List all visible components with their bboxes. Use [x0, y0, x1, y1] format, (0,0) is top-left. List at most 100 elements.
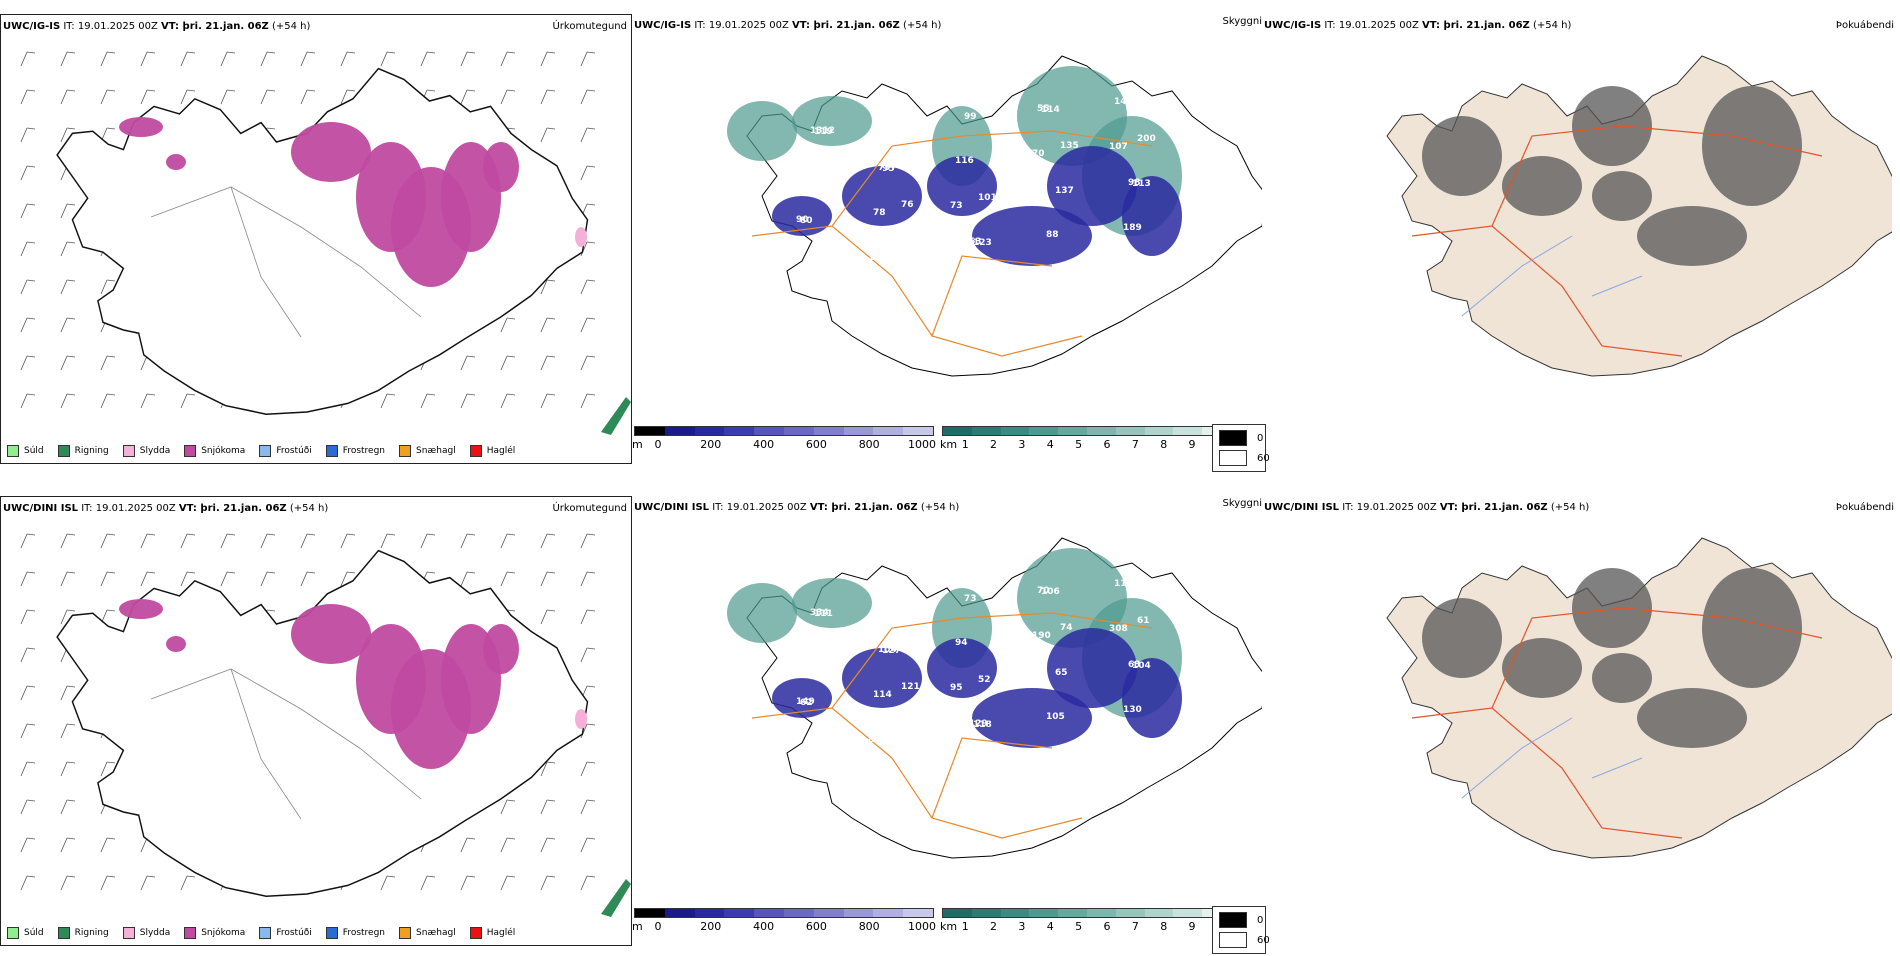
- wind-barb: [340, 533, 356, 549]
- snowfall-area: [119, 117, 163, 137]
- colorbar-bin: [813, 909, 844, 917]
- wind-barb: [260, 533, 276, 549]
- colorbar-tick-label: 4: [1046, 920, 1054, 933]
- ceiling-value-label: 327: [891, 120, 910, 130]
- colorbar-bin: [694, 909, 725, 917]
- colorbar-tick-label: 7: [1131, 438, 1139, 451]
- wind-barb: [60, 609, 76, 625]
- legend-label: Frostregn: [342, 928, 386, 938]
- wind-barb: [380, 51, 396, 67]
- ceiling-value-label: 104: [1132, 661, 1151, 671]
- fog-legend-swatch: [1219, 912, 1247, 928]
- wind-barb: [500, 355, 516, 371]
- wind-barb: [180, 51, 196, 67]
- road-lines: [751, 130, 1153, 357]
- wind-barb: [100, 89, 116, 105]
- wind-barb: [60, 393, 76, 409]
- legend-label: Snæhagl: [416, 446, 456, 456]
- panel-title-fog: Þokuábendi: [1835, 20, 1894, 31]
- ceiling-value-label: 99: [964, 112, 977, 122]
- wind-barb: [540, 127, 556, 143]
- ceiling-value-label: 90: [796, 215, 809, 225]
- precip-type-panel: UWC/DINI ISL IT: 19.01.2025 00Z VT: þri.…: [0, 496, 632, 946]
- ceiling-colorbar: 0 200 400 600 800 1000 m: [632, 426, 936, 451]
- wind-barb: [140, 393, 156, 409]
- wind-barb: [540, 533, 556, 549]
- wind-barb: [340, 89, 356, 105]
- model-name: UWC/DINI ISL: [3, 503, 79, 514]
- colorbar-bin: [1173, 909, 1203, 917]
- legend-item: Snæhagl: [399, 445, 456, 457]
- legend-swatch: [259, 445, 272, 457]
- colorbar-tick-label: 7: [1131, 920, 1139, 933]
- ceiling-value-label: 105: [1046, 712, 1065, 722]
- wind-barb: [20, 51, 36, 67]
- low-ceiling-area: [772, 678, 832, 718]
- wind-barb: [140, 533, 156, 549]
- legend-label: Frostúði: [276, 446, 312, 456]
- wind-barb: [460, 533, 476, 549]
- model-name: UWC/DINI ISL: [1264, 502, 1340, 513]
- colorbar-bin: [1058, 909, 1087, 917]
- lead-time: (+54 h): [903, 20, 942, 31]
- ceiling-value-label: 88: [1046, 230, 1059, 240]
- lead-time: (+54 h): [289, 503, 329, 514]
- fog-legend-item: 60: [1219, 450, 1270, 466]
- valid-time: þri. 21.jan. 06Z: [182, 21, 269, 32]
- wind-barb: [20, 533, 36, 549]
- colorbar-bin: [843, 909, 874, 917]
- ceiling-value-label: 248: [791, 572, 810, 582]
- colorbar-bin: [1029, 909, 1059, 917]
- legend-item: Frostúði: [259, 927, 312, 939]
- wind-barb: [540, 761, 556, 777]
- wind-barb: [460, 571, 476, 587]
- wind-barb: [60, 723, 76, 739]
- colorbar-tick-label: 200: [700, 438, 722, 451]
- ceiling-value-label: 127: [882, 646, 901, 656]
- lead-time: (+54 h): [1550, 502, 1590, 513]
- colorbar-tick-label: 9: [1188, 438, 1196, 451]
- colorbar-tick-label: 5: [1075, 438, 1083, 451]
- valid-time-label: VT:: [809, 502, 832, 513]
- fog-index-area: [1702, 86, 1802, 206]
- colorbar-bin: [943, 427, 972, 435]
- wind-barb: [580, 837, 596, 853]
- ceiling-value-label: 104: [878, 645, 897, 655]
- visibility-colorbar: 12345678910km: [940, 908, 1232, 933]
- rain-area: [601, 397, 631, 435]
- colorbar-tick-label: 800: [858, 920, 880, 933]
- legend-swatch: [399, 445, 412, 457]
- init-time: IT: 19.01.2025 00Z: [63, 21, 162, 32]
- legend-label: Frostregn: [342, 446, 386, 456]
- low-ceiling-area: [842, 648, 922, 708]
- wind-barb: [500, 51, 516, 67]
- fog-map: [1386, 55, 1892, 377]
- wind-barb: [300, 533, 316, 549]
- valid-time-label: VT:: [161, 21, 183, 32]
- wind-barb: [580, 127, 596, 143]
- colorbar-bin: [664, 909, 695, 917]
- legend-item: Súld: [7, 927, 44, 939]
- ceiling-value-label: 70: [1037, 586, 1050, 596]
- ceiling-value-label: 74: [1060, 623, 1073, 633]
- init-time: IT: 19.01.2025 00Z: [1324, 20, 1423, 31]
- wind-barb: [180, 875, 196, 891]
- ceiling-value-label: 2020: [742, 571, 767, 581]
- wind-barb: [100, 533, 116, 549]
- wind-barb: [460, 51, 476, 67]
- fog-legend-item: 60: [1219, 932, 1270, 948]
- legend-item: Snjókoma: [184, 927, 245, 939]
- snowfall-area: [166, 636, 186, 652]
- colorbar-bin: [843, 427, 874, 435]
- colorbar-unit: km: [940, 438, 958, 451]
- init-time: IT: 19.01.2025 00Z: [694, 20, 793, 31]
- colorbar-bin: [1115, 909, 1145, 917]
- wind-barb: [100, 761, 116, 777]
- snowfall-area: [291, 604, 371, 664]
- ceiling-value-label: 189: [1123, 223, 1142, 233]
- wind-barb: [220, 51, 236, 67]
- wind-barb: [500, 875, 516, 891]
- fog-legend-swatch: [1219, 932, 1247, 948]
- colorbar-bin: [664, 427, 695, 435]
- fog-index-area: [1702, 568, 1802, 688]
